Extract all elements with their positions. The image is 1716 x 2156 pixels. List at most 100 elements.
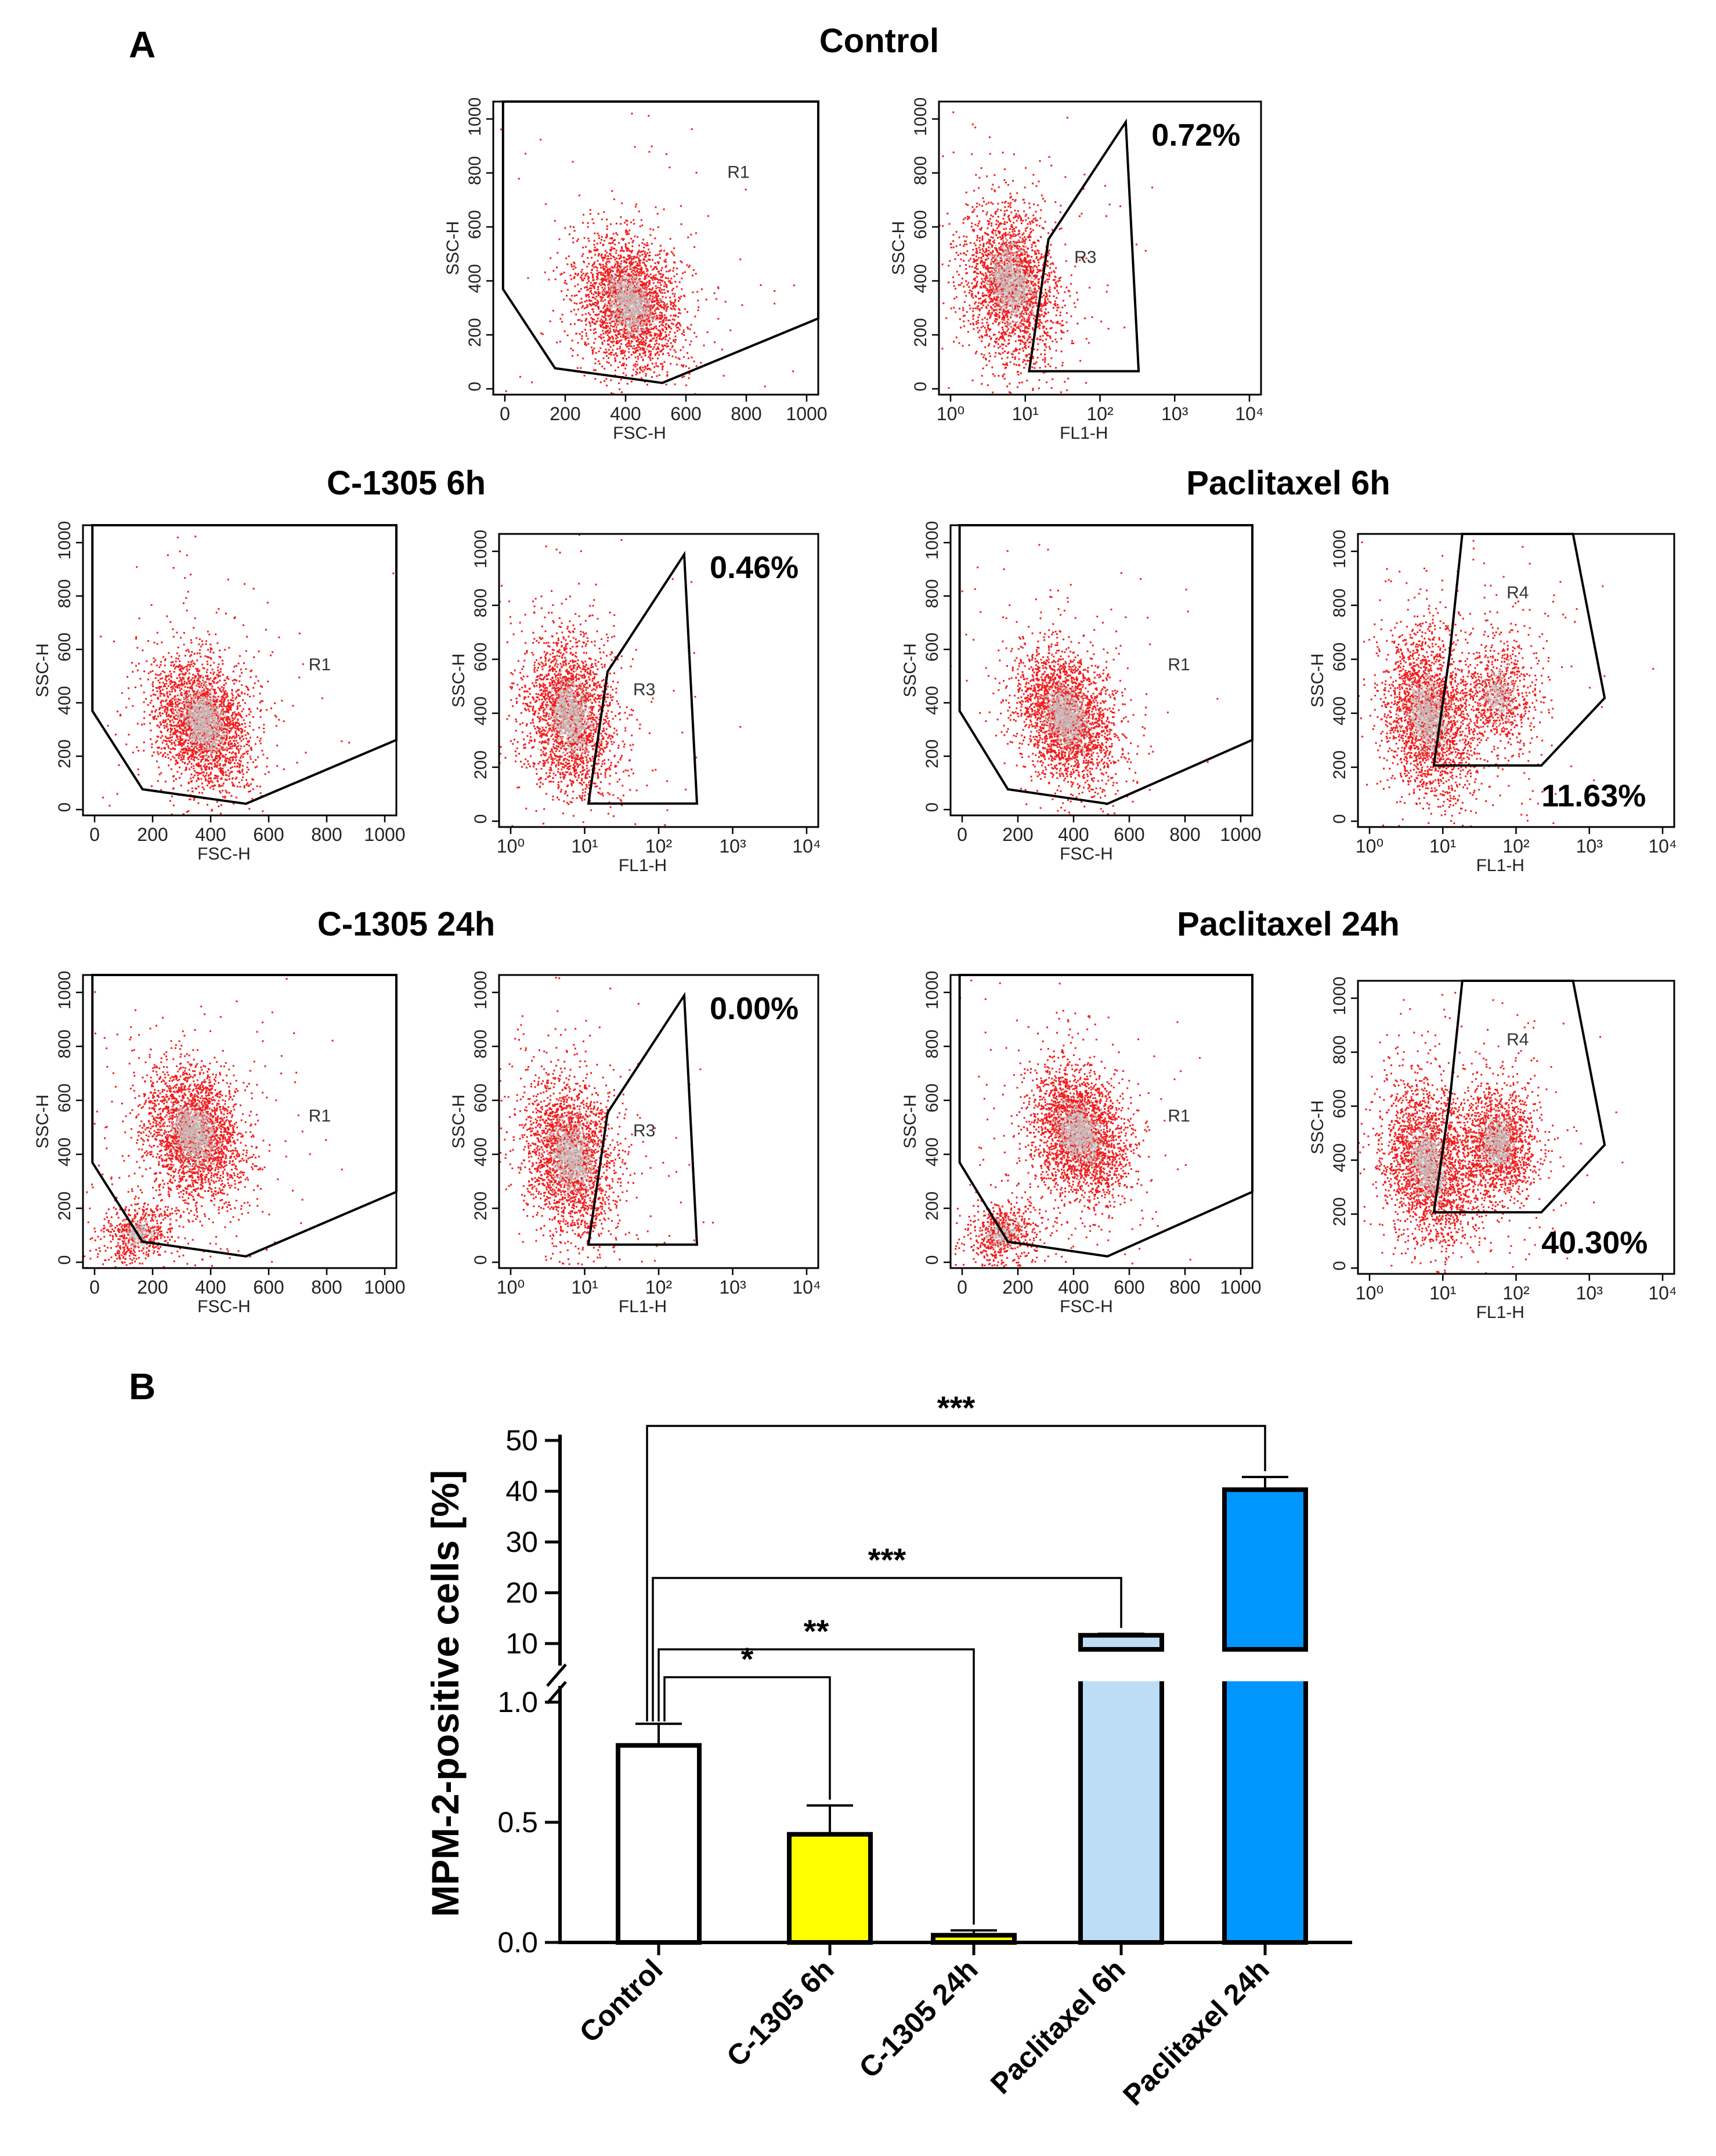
fl1-c1305_24h-ylabel: SSC-H <box>449 1095 468 1149</box>
fl1-positive-paclitaxel_24h-dense-core <box>1471 1102 1522 1183</box>
bar-3: Paclitaxel 6h <box>984 1633 1166 2100</box>
fl1-plot-paclitaxel_24h: 0 200 400 600 800 1000 10⁰ 10¹ 10² 10³ 10⁴ FL1-H SSC… <box>1308 977 1677 1322</box>
scatter-paclitaxel_24h-xlabel: FSC-H <box>1060 1297 1113 1316</box>
axis-break-mark <box>546 1681 567 1704</box>
fl1-paclitaxel_24h-ytick-label: 200 <box>1330 1197 1349 1226</box>
bracket-line-1 <box>658 1648 975 1925</box>
significance-label-0: * <box>741 1641 754 1677</box>
scatter-paclitaxel_24h-xtick-label: 800 <box>1169 1277 1200 1298</box>
fl1-paclitaxel_24h-xlabel: FL1-H <box>1476 1303 1524 1322</box>
flow-cytometry-panels: Control 0 200 400 600 800 1000 0 200 400 600 800 100… <box>33 22 1677 1322</box>
scatter-c1305_24h-dense-core <box>160 1077 229 1183</box>
fl1-c1305_24h-ytick-label: 1000 <box>471 971 490 1010</box>
scatter-paclitaxel_24h-ytick-label: 800 <box>923 1030 942 1059</box>
scatter-c1305_6h-xtick-label: 400 <box>195 824 226 845</box>
scatter-control-ytick-label: 200 <box>465 318 485 347</box>
panel-title-paclitaxel_24h: Paclitaxel 24h <box>1177 905 1400 943</box>
scatter-paclitaxel_6h-ytick-label: 800 <box>923 579 942 608</box>
scatter-paclitaxel_24h-dense-core <box>1049 1089 1113 1180</box>
scatter-c1305_6h-dense-core <box>173 677 247 768</box>
scatter-paclitaxel_6h-xtick-label: 0 <box>957 824 967 845</box>
fl1-paclitaxel_24h-xtick-label: 10¹ <box>1429 1283 1456 1303</box>
scatter-control-ytick-label: 1000 <box>465 97 485 136</box>
scatter-paclitaxel_6h-dense-core <box>1031 678 1099 764</box>
debris-c1305_24h-outliers <box>83 1122 258 1268</box>
fl1-paclitaxel_24h-ytick-label: 0 <box>1330 1261 1349 1271</box>
scatter-c1305_6h-ytick-label: 400 <box>55 686 74 715</box>
gate-r4-paclitaxel_6h <box>1432 533 1606 767</box>
fl1-positive-paclitaxel_24h-events <box>1383 1008 1624 1274</box>
y-tick-label-lower: 0.5 <box>497 1806 538 1839</box>
fl1-plot-paclitaxel_6h: 0 200 400 600 800 1000 10⁰ 10¹ 10² 10³ 10⁴ FL1-H SSC… <box>1308 530 1677 875</box>
fl1-c1305_24h-xtick-label: 10⁴ <box>792 1277 821 1298</box>
fl1-paclitaxel_6h-xlabel: FL1-H <box>1476 856 1524 875</box>
category-label-2: C-1305 24h <box>852 1953 984 2084</box>
fl1-control-dots <box>939 136 1109 394</box>
scatter-c1305_6h-ytick-label: 0 <box>55 803 74 812</box>
scatter-c1305_6h-events <box>100 535 395 815</box>
flow-panel-c1305_24h: C-1305 24h 0 200 400 600 800 1000 0 200 400 600 800… <box>33 905 821 1316</box>
fl1-control-dense-core <box>985 232 1041 337</box>
gate-r3-c1305_24h <box>587 992 699 1246</box>
fl1-c1305_6h-dense-core <box>537 658 602 771</box>
fl1-paclitaxel_6h-ytick-label: 0 <box>1330 814 1349 824</box>
panel-title-c1305_6h: C-1305 6h <box>327 464 486 502</box>
percent-positive-paclitaxel_6h: 11.63% <box>1541 779 1646 814</box>
gate-r3-c1305_6h <box>587 551 699 805</box>
scatter-c1305_6h-xtick-label: 200 <box>137 824 168 845</box>
scatter-plot-c1305_6h: 0 200 400 600 800 1000 0 200 400 600 800 1000 FSC-H S… <box>33 521 406 864</box>
fl1-c1305_6h-xtick-label: 10⁴ <box>792 836 821 857</box>
scatter-control-xlabel: FSC-H <box>613 424 666 443</box>
y-tick-label-lower: 0.0 <box>497 1926 538 1959</box>
debris-paclitaxel_24h-events <box>955 1135 1097 1268</box>
gate-r3-control <box>1028 118 1140 373</box>
scatter-plot-paclitaxel_24h: 0 200 400 600 800 1000 0 200 400 600 800 1000 FSC-H S… <box>901 971 1262 1316</box>
scatter-c1305_6h-ytick-label: 1000 <box>55 521 74 560</box>
flow-panel-paclitaxel_6h: Paclitaxel 6h 0 200 400 600 800 1000 0 200 400 600… <box>901 464 1677 875</box>
scatter-control-outliers <box>500 113 795 395</box>
fl1-paclitaxel_6h-xtick-label: 10³ <box>1576 836 1603 857</box>
scatter-plot-c1305_24h: 0 200 400 600 800 1000 0 200 400 600 800 1000 FSC-H S… <box>33 971 406 1316</box>
fl1-c1305_24h-xtick-label: 10³ <box>719 1277 746 1298</box>
gate-label-fl1-c1305_6h: R3 <box>633 680 655 699</box>
scatter-paclitaxel_6h-ytick-label: 0 <box>923 803 942 812</box>
scatter-paclitaxel_6h-ytick-label: 600 <box>923 633 942 662</box>
scatter-paclitaxel_24h-xtick-label: 400 <box>1058 1277 1089 1298</box>
fl1-c1305_6h-ytick-label: 200 <box>471 750 490 779</box>
percent-positive-c1305_24h: 0.00% <box>710 991 799 1026</box>
scatter-c1305_6h-xlabel: FSC-H <box>197 844 251 864</box>
panel-title-paclitaxel_6h: Paclitaxel 6h <box>1186 464 1390 502</box>
bracket-line-2 <box>652 1577 1122 1722</box>
flow-panel-paclitaxel_24h: Paclitaxel 24h 0 200 400 600 800 1000 0 200 400 60… <box>901 905 1677 1322</box>
scatter-c1305_6h-ytick-label: 800 <box>55 579 74 608</box>
fl1-c1305_24h-ytick-label: 800 <box>471 1030 490 1059</box>
bar-1: C-1305 6h <box>720 1804 873 2073</box>
fl1-c1305_6h-events <box>499 534 742 827</box>
fl1-paclitaxel_6h-ytick-label: 200 <box>1330 750 1349 779</box>
scatter-control-xtick-label: 800 <box>731 403 761 424</box>
scatter-paclitaxel_24h-ytick-label: 400 <box>923 1137 942 1167</box>
fl1-paclitaxel_6h-ytick-label: 600 <box>1330 642 1349 671</box>
fl1-paclitaxel_6h-dots <box>1358 570 1499 826</box>
scatter-paclitaxel_6h-ytick-label: 200 <box>923 739 942 768</box>
significance-label-2: *** <box>868 1541 906 1578</box>
percent-positive-control: 0.72% <box>1151 118 1240 153</box>
fl1-paclitaxel_24h-xtick-label: 10⁰ <box>1356 1283 1383 1303</box>
scatter-control-ytick-label: 800 <box>465 156 485 185</box>
fl1-c1305_24h-xlabel: FL1-H <box>619 1297 667 1316</box>
scatter-c1305_24h-xtick-label: 200 <box>137 1277 168 1298</box>
fl1-paclitaxel_24h-ytick-label: 800 <box>1330 1035 1349 1064</box>
scatter-paclitaxel_6h-ytick-label: 1000 <box>923 521 942 560</box>
scatter-paclitaxel_6h-xtick-label: 1000 <box>1220 824 1261 845</box>
scatter-control-ytick-label: 0 <box>465 382 485 392</box>
scatter-c1305_6h-ytick-label: 200 <box>55 739 74 768</box>
scatter-paclitaxel_24h-xtick-label: 1000 <box>1220 1277 1261 1298</box>
scatter-c1305_24h-ytick-label: 0 <box>55 1255 74 1265</box>
fl1-positive-paclitaxel_6h-dense-core <box>1475 660 1519 732</box>
scatter-paclitaxel_6h-xtick-label: 600 <box>1114 824 1144 845</box>
fl1-control-ytick-label: 800 <box>911 156 930 185</box>
scatter-c1305_24h-ytick-label: 800 <box>55 1030 74 1059</box>
scatter-paclitaxel_6h-xtick-label: 200 <box>1002 824 1033 845</box>
fl1-paclitaxel_6h-events <box>1358 540 1654 827</box>
scatter-control-xtick-label: 600 <box>670 403 701 424</box>
